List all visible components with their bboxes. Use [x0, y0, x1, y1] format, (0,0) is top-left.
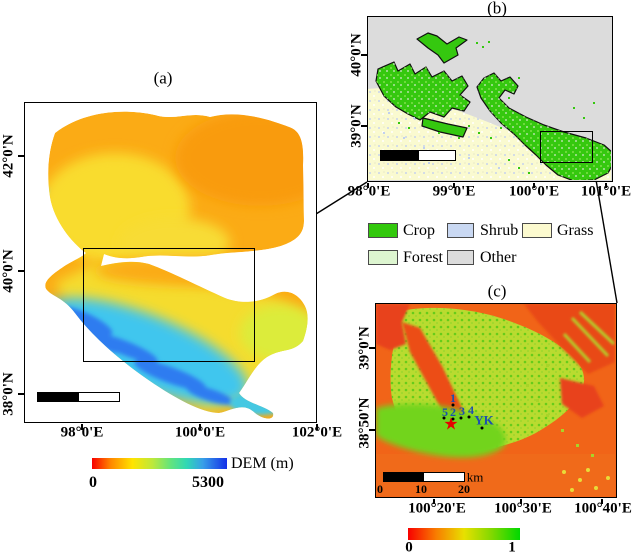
lon-label: 98°0'E — [347, 183, 391, 200]
dem-colorbar-label: DEM (m) — [231, 455, 294, 472]
panel-c-map-frame: 1 2 3 4 5 YK ★ — [375, 303, 617, 498]
site-point-3 — [459, 416, 463, 420]
lat-tick — [361, 54, 367, 56]
legend-swatch-crop — [368, 223, 398, 238]
panel-b-scalebar — [380, 150, 456, 161]
lat-label: 38°50'N — [356, 397, 373, 449]
panel-a-scalebar — [37, 392, 120, 402]
site-label-3: 3 — [459, 404, 465, 418]
lon-tick — [605, 183, 607, 188]
panel-b-map-frame — [367, 16, 613, 182]
site-point-yk — [480, 426, 484, 430]
lon-tick — [520, 499, 522, 504]
scalebar-unit: km — [466, 469, 484, 485]
legend-label-grass: Grass — [557, 222, 594, 239]
index-colorbar-min: 0 — [405, 539, 413, 556]
green-streaks-topright — [562, 310, 615, 364]
lat-label: 42°0'N — [0, 134, 17, 178]
index-colorbar-max: 1 — [508, 539, 516, 556]
dem-tip-cyan — [230, 391, 290, 415]
red-patch-midright — [560, 378, 604, 418]
lon-label: 100°0'E — [508, 183, 560, 200]
lon-tick — [533, 183, 535, 188]
scalebar-value: 0 — [377, 482, 383, 496]
legend-label-crop: Crop — [403, 222, 435, 239]
scalebar-value: 20 — [458, 482, 470, 496]
site-label-yk: YK — [474, 412, 494, 428]
site-label-4: 4 — [468, 403, 474, 417]
legend-label-shrub: Shrub — [480, 222, 519, 239]
legend-label-forest: Forest — [403, 249, 443, 266]
crop-polygon-central-arm — [421, 117, 468, 138]
dem-colorbar-max: 5300 — [192, 474, 224, 491]
scalebar-filled-segment — [381, 151, 419, 160]
site-point-4 — [467, 415, 471, 419]
lon-tick — [453, 183, 455, 188]
site-label-1: 1 — [450, 391, 456, 405]
dem-colorbar — [92, 458, 227, 469]
red-wedge-diagonal — [402, 322, 474, 436]
index-map — [376, 304, 615, 496]
scalebar-filled-segment — [384, 473, 424, 481]
lon-label: 98°0'E — [60, 424, 104, 441]
dem-colorbar-min: 0 — [89, 474, 97, 491]
panel-c-title: (c) — [487, 281, 507, 301]
site-point-5 — [442, 416, 446, 420]
panel-a-title: (a) — [153, 68, 173, 88]
site-label-5: 5 — [442, 405, 448, 419]
site-point-1 — [451, 403, 455, 407]
crop-texture — [376, 62, 611, 180]
lon-tick — [81, 424, 83, 430]
legend-swatch-shrub — [447, 223, 474, 238]
vegetation-speckles-right — [526, 349, 594, 457]
lon-label: 99°0'E — [432, 183, 476, 200]
lon-tick — [433, 499, 435, 504]
legend-swatch-grass — [522, 223, 552, 238]
lat-tick — [361, 125, 367, 127]
lon-label: 100°0'E — [174, 424, 226, 441]
panel-c-scalebar — [383, 472, 465, 482]
lon-tick — [316, 424, 318, 430]
index-colorbar — [408, 528, 520, 540]
panel-b-inset-box — [540, 131, 593, 163]
lat-tick — [18, 270, 24, 272]
panel-b-title: (b) — [487, 0, 507, 18]
lon-tick — [601, 499, 603, 504]
dem-teal-smudge — [45, 185, 48, 197]
lat-label: 40°0'N — [0, 249, 17, 293]
scalebar-filled-segment — [38, 393, 79, 401]
dem-mountain-blue-ridge — [134, 359, 206, 391]
crop-speckles — [398, 41, 595, 174]
lat-label: 38°0'N — [0, 372, 17, 416]
legend-label-other: Other — [480, 249, 517, 266]
legend-swatch-forest — [368, 250, 398, 265]
lat-tick — [18, 393, 24, 395]
legend-swatch-other — [447, 250, 474, 265]
scalebar-value: 10 — [415, 482, 427, 496]
lon-label: 102°0'E — [291, 424, 343, 441]
lon-tick — [199, 424, 201, 430]
bright-green-band — [376, 403, 506, 458]
lat-tick — [369, 347, 375, 349]
lon-tick — [367, 183, 369, 188]
lon-label: 100°30'E — [494, 500, 552, 517]
site-point-2 — [451, 417, 455, 421]
panel-a-inset-box — [83, 248, 255, 362]
dem-yellow-patch — [120, 218, 230, 268]
lon-label: 100°20'E — [408, 500, 466, 517]
landcover-map — [368, 32, 611, 180]
site-label-2: 2 — [450, 405, 456, 419]
dem-mountain-blue-ridge — [186, 385, 234, 405]
yellow-speckles-bottomright — [562, 468, 610, 492]
lat-tick — [369, 429, 375, 431]
lon-label: 100°40'E — [574, 500, 632, 517]
station-star-marker: ★ — [443, 414, 459, 434]
lat-tick — [18, 155, 24, 157]
crop-polygon-north — [416, 32, 468, 64]
red-patch-topleft — [376, 304, 410, 350]
